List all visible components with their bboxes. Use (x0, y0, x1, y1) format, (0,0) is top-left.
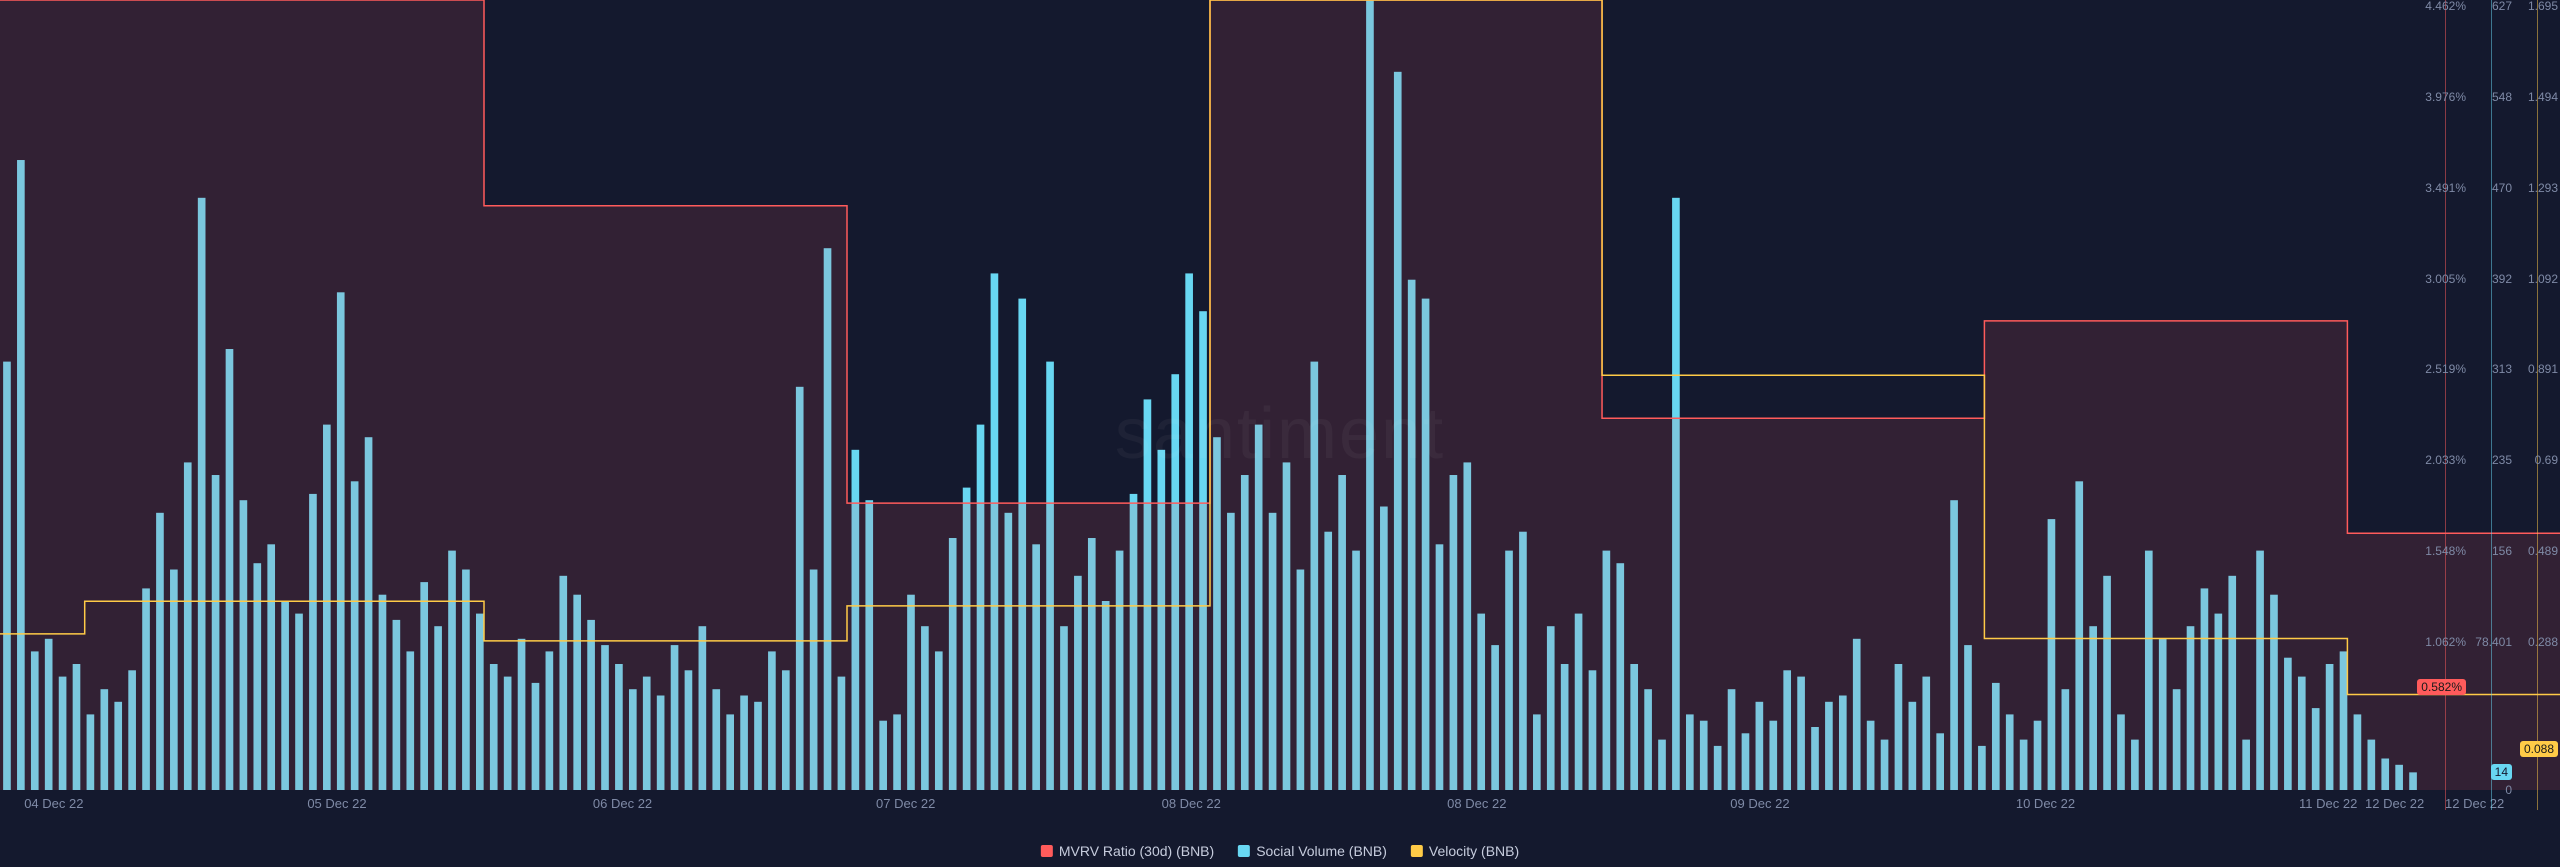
x-tick: 08 Dec 22 (1447, 796, 1506, 811)
x-tick: 09 Dec 22 (1730, 796, 1789, 811)
legend-swatch (1411, 845, 1423, 857)
axis-tick: 392 (2492, 272, 2512, 286)
axis-tick: 1.092 (2528, 272, 2558, 286)
axis-velocity: 1.695 1.494 1.293 1.092 0.891 0.69 0.489 0.288 0… (2514, 0, 2560, 810)
axis-tick: 627 (2492, 0, 2512, 13)
legend-item-mvrv[interactable]: MVRV Ratio (30d) (BNB) (1041, 843, 1214, 859)
axis-tick: 235 (2492, 453, 2512, 467)
x-tick: 12 Dec 22 (2365, 796, 2424, 811)
axis-tick: 2.033% (2425, 453, 2466, 467)
axis-tick: 156 (2492, 544, 2512, 558)
legend-item-social[interactable]: Social Volume (BNB) (1238, 843, 1387, 859)
axis-current-badge: 14 (2491, 764, 2512, 780)
axis-tick: 3.976% (2425, 90, 2466, 104)
axis-current-badge: 0.582% (2417, 679, 2466, 695)
axis-tick: 2.519% (2425, 362, 2466, 376)
x-tick: 07 Dec 22 (876, 796, 935, 811)
axis-tick: 3.005% (2425, 272, 2466, 286)
axis-tick: 0.69 (2535, 453, 2558, 467)
axis-tick: 313 (2492, 362, 2512, 376)
legend-swatch (1041, 845, 1053, 857)
axis-tick: 3.491% (2425, 181, 2466, 195)
x-tick: 04 Dec 22 (24, 796, 83, 811)
legend-swatch (1238, 845, 1250, 857)
x-tick: 10 Dec 22 (2016, 796, 2075, 811)
legend-label: MVRV Ratio (30d) (BNB) (1059, 843, 1214, 859)
x-tick: 06 Dec 22 (593, 796, 652, 811)
axis-tick: 1.062% (2425, 635, 2466, 649)
axis-current-badge: 0.088 (2520, 741, 2558, 757)
axis-tick: 1.695 (2528, 0, 2558, 13)
axis-tick: 4.462% (2425, 0, 2466, 13)
axis-tick: 1.494 (2528, 90, 2558, 104)
chart-plot (0, 0, 2560, 867)
axis-tick: 0.288 (2528, 635, 2558, 649)
axis-mvrv: 4.462% 3.976% 3.491% 3.005% 2.519% 2.033% 1.54… (2422, 0, 2468, 810)
axis-tick: 0.489 (2528, 544, 2558, 558)
axis-social: 627 548 470 392 313 235 156 78.401 14 0 (2468, 0, 2514, 810)
x-tick: 05 Dec 22 (307, 796, 366, 811)
legend: MVRV Ratio (30d) (BNB) Social Volume (BN… (1041, 843, 1519, 859)
axis-tick: 470 (2492, 181, 2512, 195)
x-tick: 08 Dec 22 (1162, 796, 1221, 811)
legend-item-velocity[interactable]: Velocity (BNB) (1411, 843, 1519, 859)
axis-tick: 78.401 (2475, 635, 2512, 649)
legend-label: Velocity (BNB) (1429, 843, 1519, 859)
legend-label: Social Volume (BNB) (1256, 843, 1387, 859)
axis-tick: 0.891 (2528, 362, 2558, 376)
axis-tick: 548 (2492, 90, 2512, 104)
axis-tick: 1.548% (2425, 544, 2466, 558)
x-tick: 11 Dec 22 (2299, 796, 2357, 811)
axis-tick: 0 (2505, 783, 2512, 797)
axis-tick: 1.293 (2528, 181, 2558, 195)
